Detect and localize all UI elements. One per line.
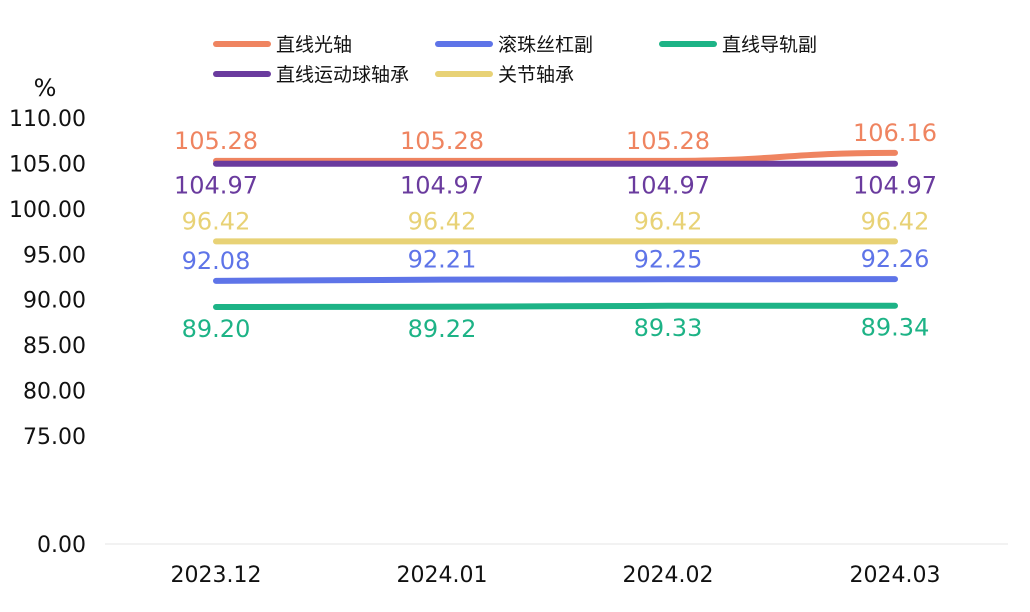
y-tick-label: 85.00 [23,334,86,359]
y-unit-label: % [34,74,57,102]
y-tick-label: 110.00 [9,107,86,132]
legend-item[interactable]: 关节轴承 [435,64,574,86]
data-label: 105.28 [174,127,258,155]
data-label: 92.26 [861,245,930,273]
y-tick-label: 105.00 [9,152,86,177]
y-axis: 0.00 75.00 80.00 85.00 90.00 95.00 100.00 105.0… [9,107,86,558]
series-lines [213,149,898,310]
data-label: 89.22 [408,315,477,343]
series-line [213,149,898,164]
x-tick-label: 2024.02 [623,563,714,588]
data-label: 104.97 [626,172,710,200]
data-label: 89.33 [634,314,703,342]
legend-label: 直线运动球轴承 [276,64,409,86]
data-label: 92.08 [182,247,251,275]
data-label: 105.28 [400,127,484,155]
legend-item[interactable]: 直线光轴 [213,34,352,56]
legend-label: 滚珠丝杠副 [498,34,593,56]
y-tick-label: 80.00 [23,380,86,405]
y-tick-label: 75.00 [23,425,86,450]
y-tick-label: 95.00 [23,243,86,268]
legend-label: 关节轴承 [498,64,574,86]
x-tick-label: 2024.03 [850,563,941,588]
legend-item[interactable]: 滚珠丝杠副 [435,34,593,56]
y-tick-label: 100.00 [9,198,86,223]
x-tick-label: 2023.12 [171,563,262,588]
data-label: 105.28 [626,127,710,155]
data-label: 89.20 [182,315,251,343]
data-label: 104.97 [174,172,258,200]
data-label: 92.25 [634,245,703,273]
data-label: 89.34 [861,314,930,342]
data-label: 104.97 [400,172,484,200]
data-label: 106.16 [853,119,937,147]
data-label: 104.97 [853,172,937,200]
data-label: 96.42 [634,207,703,235]
data-label: 96.42 [861,207,930,235]
x-tick-label: 2024.01 [397,563,488,588]
data-label: 92.21 [408,246,477,274]
legend-item[interactable]: 直线运动球轴承 [213,64,409,86]
series-line [213,302,898,310]
series-line [213,276,898,284]
legend-item[interactable]: 直线导轨副 [659,34,817,56]
data-label: 96.42 [182,207,251,235]
data-label: 96.42 [408,207,477,235]
legend-label: 直线光轴 [276,34,352,56]
data-labels: 105.28 105.28 105.28 106.16 92.08 92.21 92.25 9… [174,119,937,343]
x-axis: 2023.12 2024.01 2024.02 2024.03 [171,563,941,588]
y-tick-label: 0.00 [37,533,86,558]
y-tick-label: 90.00 [23,289,86,314]
legend-label: 直线导轨副 [722,34,817,56]
